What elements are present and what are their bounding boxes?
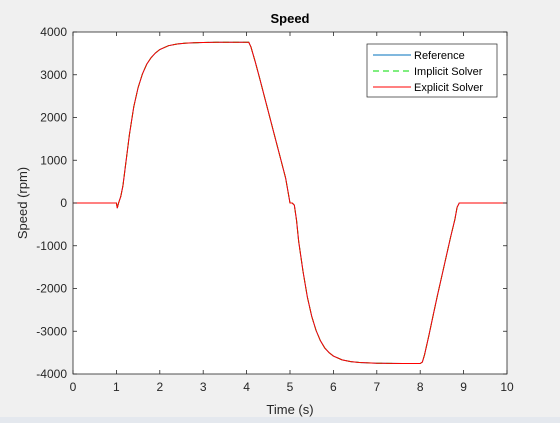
y-tick-label: 2000 — [40, 111, 67, 125]
x-tick-label: 6 — [330, 380, 337, 394]
y-tick-label: -4000 — [36, 367, 67, 381]
x-tick-label: 3 — [200, 380, 207, 394]
x-tick-label: 9 — [460, 380, 467, 394]
legend-label-implicit-solver: Implicit Solver — [414, 66, 483, 78]
tick-labels: 0 1 2 3 4 5 6 7 8 9 10 -4000 -3000 -2000 -1000 0 1000 200… — [36, 25, 514, 394]
x-tick-label: 2 — [156, 380, 163, 394]
y-tick-label: -1000 — [36, 239, 67, 253]
series-lines — [73, 41, 507, 365]
x-tick-label: 4 — [243, 380, 250, 394]
series-line-explicit-solver — [73, 41, 507, 365]
window-bottom-strip — [0, 417, 560, 423]
axis-ticks — [72, 31, 508, 375]
y-tick-label: 3000 — [40, 68, 67, 82]
x-tick-label: 7 — [373, 380, 380, 394]
y-tick-label: -2000 — [36, 282, 67, 296]
legend: Reference Implicit Solver Explicit Solve… — [366, 43, 498, 98]
x-tick-label: 5 — [287, 380, 294, 394]
y-tick-label: 4000 — [40, 25, 67, 39]
y-axis-label: Speed (rpm) — [15, 167, 30, 239]
y-tick-label: 1000 — [40, 153, 67, 167]
y-tick-label: 0 — [60, 196, 67, 210]
legend-label-reference: Reference — [414, 50, 465, 62]
x-tick-label: 0 — [70, 380, 77, 394]
x-tick-label: 8 — [417, 380, 424, 394]
x-axis-label: Time (s) — [266, 402, 313, 417]
chart-title: Speed — [270, 11, 309, 26]
legend-label-explicit-solver: Explicit Solver — [414, 82, 483, 94]
y-tick-label: -3000 — [36, 324, 67, 338]
x-tick-label: 1 — [113, 380, 120, 394]
x-tick-label: 10 — [500, 380, 514, 394]
